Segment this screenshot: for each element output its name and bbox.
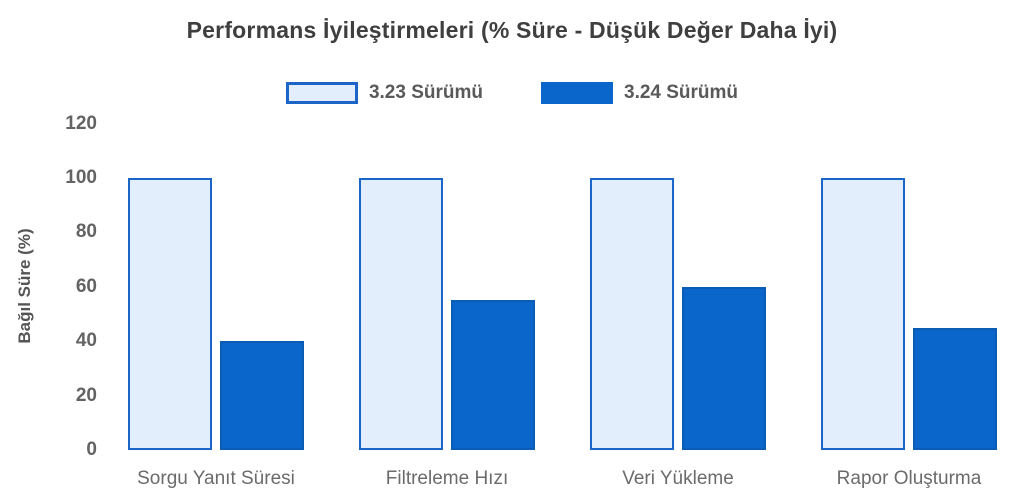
x-tick-label-group-3: Veri Yükleme	[622, 468, 734, 489]
bar-v323-group-2	[359, 178, 443, 450]
x-tick-label-group-4: Rapor Oluşturma	[836, 468, 982, 489]
legend-swatch-v324	[541, 82, 613, 104]
bar-v324-group-3	[682, 287, 766, 450]
legend-label-v323: 3.23 Sürümü	[368, 82, 483, 103]
x-tick-label-group-1: Sorgu Yanıt Süresi	[137, 468, 295, 489]
bar-v324-group-2	[451, 300, 535, 450]
y-tick-label-20: 20	[75, 384, 97, 406]
y-tick-label-0: 0	[86, 439, 97, 460]
legend-item-v324: 3.24 Sürümü	[541, 82, 738, 104]
y-tick-label-40: 40	[75, 330, 97, 352]
bar-v323-group-4	[821, 178, 905, 450]
bar-v324-group-1	[220, 341, 304, 450]
legend-label-v324: 3.24 Sürümü	[624, 82, 739, 103]
y-axis-ticks: 0 20 40 60 80 100 120	[0, 0, 97, 503]
legend-item-v323: 3.23 Sürümü	[285, 82, 483, 104]
bar-v324-group-4	[913, 328, 997, 450]
x-tick-label-group-2: Filtreleme Hızı	[385, 468, 509, 489]
y-tick-label-80: 80	[75, 221, 97, 243]
y-tick-label-120: 120	[65, 112, 97, 134]
bar-v323-group-1	[128, 178, 212, 450]
chart-title: Performans İyileştirmeleri (% Süre - Düş…	[186, 17, 838, 43]
chart-legend: 3.23 Sürümü 3.24 Sürümü	[0, 82, 1024, 104]
bar-v323-group-3	[590, 178, 674, 450]
y-tick-label-60: 60	[75, 275, 97, 297]
legend-swatch-v323	[285, 82, 358, 104]
y-tick-label-100: 100	[65, 167, 97, 188]
